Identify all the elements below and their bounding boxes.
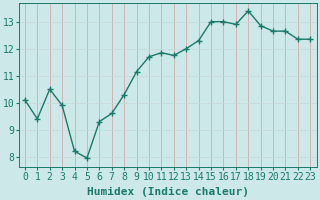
X-axis label: Humidex (Indice chaleur): Humidex (Indice chaleur) xyxy=(87,187,249,197)
